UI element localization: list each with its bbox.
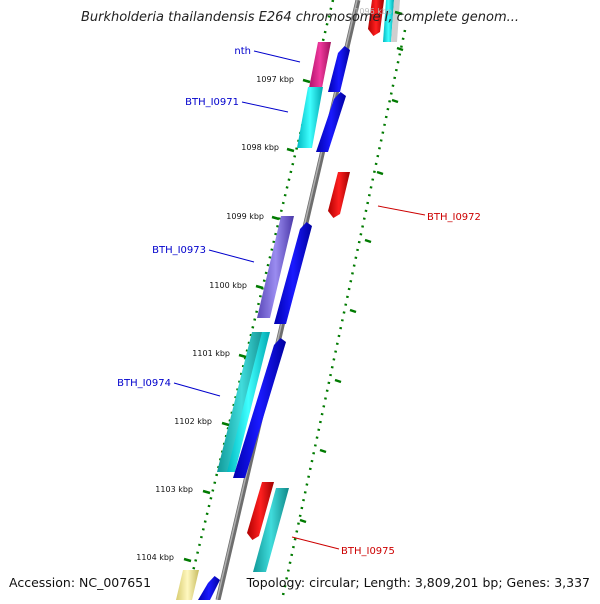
gene-bth-i0973 (257, 216, 294, 318)
tick-dash (394, 10, 403, 16)
tick-label: 1101 kbp (192, 349, 230, 358)
dotted-line-right (280, 29, 407, 601)
cds-bth-i0974-forward (233, 338, 286, 478)
tick-label: 1103 kbp (155, 485, 193, 494)
cds-bth-i0972-reverse (328, 172, 350, 218)
gene-label: BTH_I0975 (341, 546, 395, 557)
tick-label: 1098 kbp (241, 143, 279, 152)
gene-features (176, 0, 400, 600)
tick-label: 1097 kbp (256, 75, 294, 84)
tick-dash (221, 421, 230, 427)
tick-dash-right (376, 170, 384, 176)
gene-label-leader (241, 101, 289, 113)
cds-bth-i0971-forward (316, 92, 346, 152)
tick-dash (302, 78, 311, 84)
tick-dash-right (391, 98, 399, 104)
tick-label: 1096 kbp (354, 7, 392, 16)
gene-label-leader (253, 50, 301, 63)
gene-label: BTH_I0972 (427, 212, 481, 223)
tick-dash (286, 147, 295, 153)
tick-dash-right (364, 238, 372, 244)
gene-top-cyan (383, 0, 394, 42)
genome-summary-label: Topology: circular; Length: 3,809,201 bp… (246, 575, 590, 590)
tick-dash-right (319, 448, 327, 454)
gene-top-grey (391, 0, 400, 42)
tick-marks: 1096 kbp 1097 kbp 1098 kbp 1099 kbp 1100 kbp… (136, 7, 404, 563)
cds-bth-i0975-reverse (247, 482, 274, 540)
tick-dash (238, 353, 247, 359)
tick-dash-right (334, 378, 342, 384)
cds-bth-i0973-forward (274, 222, 312, 324)
gene-label-leader (291, 536, 340, 550)
map-title: Burkholderia thailandensis E264 chromoso… (80, 10, 520, 25)
tick-label: 1102 kbp (174, 417, 212, 426)
gene-bth-i0971 (297, 87, 323, 148)
gene-labels-layer: nth BTH_I0971 BTH_I0972 BTH_I0973 BTH_I0974 B… (117, 46, 481, 557)
gene-label: BTH_I0974 (117, 378, 171, 389)
gene-label: BTH_I0973 (152, 245, 206, 256)
tick-dash-right (299, 518, 307, 524)
gene-bottom-khaki (176, 570, 199, 600)
accession-label: Accession: NC_007651 (9, 575, 152, 590)
tick-label: 1100 kbp (209, 281, 247, 290)
gene-label-leader (173, 382, 221, 397)
tick-dash (255, 284, 264, 290)
tick-dotted-lines (184, 0, 407, 601)
cds-reverse-top (368, 0, 384, 36)
gene-nth (309, 42, 331, 88)
tick-label: 1099 kbp (226, 212, 264, 221)
cds-bottom-forward (198, 576, 220, 600)
tick-dash (271, 215, 280, 221)
gene-label: nth (234, 46, 251, 57)
gene-label: BTH_I0971 (185, 97, 239, 108)
gene-bth-i0974-b (227, 332, 270, 472)
gene-bth-i0975 (253, 488, 289, 572)
gene-label-leader (208, 249, 255, 263)
tick-dash-right (396, 46, 404, 52)
tick-dash-right (349, 308, 357, 314)
tick-dash (183, 557, 192, 563)
tick-label: 1104 kbp (136, 553, 174, 562)
tick-dash (202, 489, 211, 495)
cds-nth-forward (328, 46, 350, 92)
gene-label-leader (377, 205, 426, 216)
